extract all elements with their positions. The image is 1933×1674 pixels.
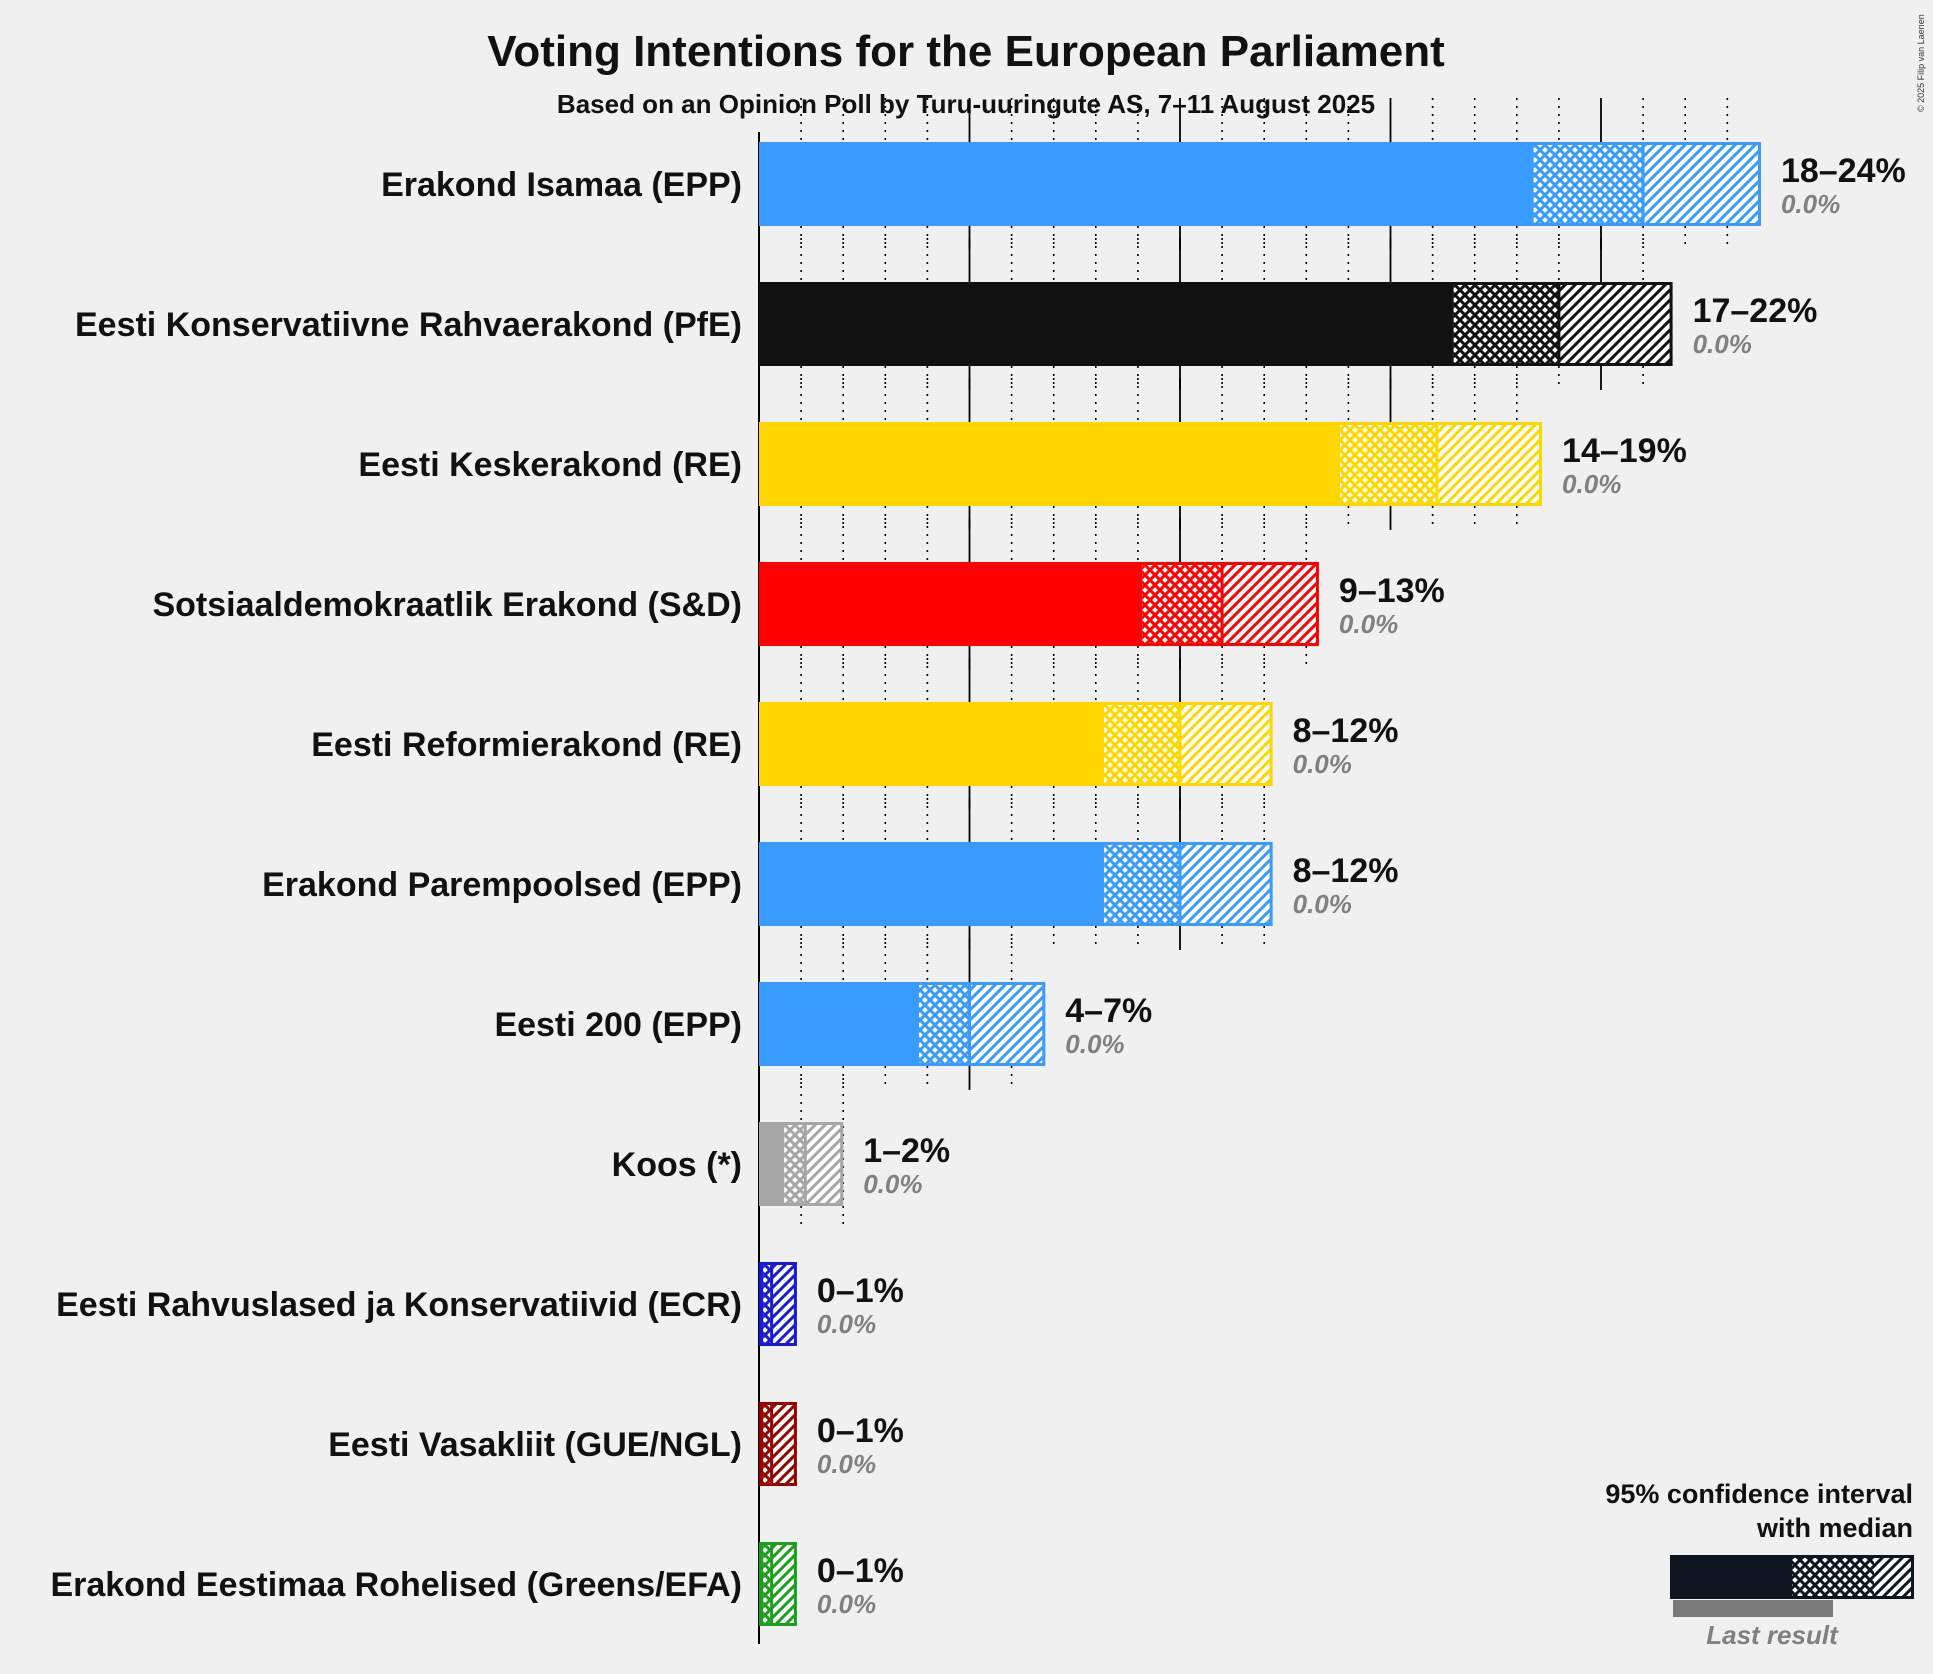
- party-row: Eesti Vasakliit (GUE/NGL) 0–1%0.0%: [328, 1402, 904, 1486]
- range-label: 8–12%: [1293, 712, 1399, 750]
- legend-line-1: 95% confidence interval: [1605, 1479, 1913, 1509]
- bar-ci-lower: [784, 1122, 806, 1206]
- last-result-label: 0.0%: [1693, 329, 1752, 359]
- bar-solid: [759, 702, 1105, 786]
- bar-ci-upper: [1436, 422, 1543, 506]
- bar-ci-lower: [1339, 422, 1437, 506]
- last-result-label: 0.0%: [817, 1589, 876, 1619]
- bar-ci-upper: [1180, 702, 1273, 786]
- range-label: 17–22%: [1693, 292, 1818, 330]
- bar-solid: [759, 842, 1105, 926]
- legend-last-result-bar: [1673, 1600, 1833, 1617]
- party-label: Erakond Parempoolsed (EPP): [262, 866, 742, 904]
- bar-outline: [759, 1122, 844, 1206]
- bar-ci-upper: [771, 1262, 797, 1346]
- bar-ci-upper: [805, 1122, 844, 1206]
- legend-ci-upper: [1874, 1555, 1914, 1599]
- party-row: Eesti Keskerakond (RE) 14–19%0.0%: [358, 422, 1687, 506]
- party-label: Eesti 200 (EPP): [494, 1006, 742, 1044]
- bar-ci-lower: [763, 1262, 772, 1346]
- range-label: 9–13%: [1339, 572, 1445, 610]
- bar-ci-upper: [771, 1402, 797, 1486]
- range-label: 14–19%: [1562, 432, 1687, 470]
- bar-outline: [759, 982, 1046, 1066]
- last-result-label: 0.0%: [1293, 749, 1352, 779]
- chart-title: Voting Intentions for the European Parli…: [487, 27, 1445, 76]
- legend-outline: [1670, 1555, 1914, 1599]
- range-label: 4–7%: [1065, 992, 1152, 1030]
- last-result-label: 0.0%: [863, 1169, 922, 1199]
- bar-solid: [759, 1122, 785, 1206]
- last-result-label: 0.0%: [1293, 889, 1352, 919]
- bar-ci-lower: [1533, 142, 1644, 226]
- party-label: Erakond Isamaa (EPP): [381, 166, 742, 204]
- party-row: Eesti Rahvuslased ja Konservatiivid (ECR…: [56, 1262, 904, 1346]
- legend-last-result-label: Last result: [1706, 1620, 1839, 1650]
- party-label: Eesti Rahvuslased ja Konservatiivid (ECR…: [56, 1286, 742, 1324]
- last-result-label: 0.0%: [817, 1449, 876, 1479]
- copyright-notice: © 2025 Filip van Laenen: [1916, 14, 1926, 112]
- party-row: Eesti Reformierakond (RE) 8–12%0.0%: [311, 702, 1398, 786]
- bar-ci-upper: [1180, 842, 1273, 926]
- party-row: Erakond Eestimaa Rohelised (Greens/EFA) 0…: [50, 1542, 904, 1626]
- range-label: 18–24%: [1781, 152, 1906, 190]
- party-row: Erakond Isamaa (EPP) 18–24%0.0%: [381, 142, 1906, 226]
- last-result-label: 0.0%: [1562, 469, 1621, 499]
- bar-outline: [759, 422, 1543, 506]
- bar-outline: [759, 1402, 797, 1486]
- bar-ci-lower: [1104, 842, 1180, 926]
- bar-ci-upper: [771, 1542, 797, 1626]
- party-row: Eesti Konservatiivne Rahvaerakond (PfE) 1…: [75, 282, 1817, 366]
- party-row: Eesti 200 (EPP) 4–7%0.0%: [494, 982, 1152, 1066]
- range-label: 0–1%: [817, 1552, 904, 1590]
- bar-outline: [759, 142, 1761, 226]
- bar-outline: [759, 702, 1273, 786]
- bar-solid: [759, 282, 1454, 366]
- bar-ci-lower: [763, 1402, 772, 1486]
- bar-ci-lower: [1453, 282, 1559, 366]
- party-label: Sotsiaaldemokraatlik Erakond (S&D): [152, 586, 742, 624]
- party-label: Eesti Vasakliit (GUE/NGL): [328, 1426, 742, 1464]
- bar-outline: [759, 562, 1319, 646]
- range-label: 8–12%: [1293, 852, 1399, 890]
- party-label: Erakond Eestimaa Rohelised (Greens/EFA): [50, 1566, 742, 1604]
- party-row: Erakond Parempoolsed (EPP) 8–12%0.0%: [262, 842, 1398, 926]
- bar-ci-upper: [1222, 562, 1319, 646]
- bar-ci-upper: [1643, 142, 1761, 226]
- party-row: Koos (*) 1–2%0.0%: [612, 1122, 950, 1206]
- bar-ci-lower: [763, 1542, 772, 1626]
- party-row: Sotsiaaldemokraatlik Erakond (S&D) 9–13%0…: [152, 562, 1445, 646]
- bar-outline: [759, 282, 1673, 366]
- bar-ci-upper: [1558, 282, 1673, 366]
- chart-subtitle: Based on an Opinion Poll by Turu-uuringu…: [557, 89, 1375, 119]
- bar-solid: [759, 142, 1534, 226]
- bars-group: Erakond Isamaa (EPP) 18–24%0.0%Eesti Kons…: [50, 142, 1906, 1626]
- bar-ci-lower: [918, 982, 970, 1066]
- legend-ci-lower: [1792, 1555, 1874, 1599]
- last-result-label: 0.0%: [1781, 189, 1840, 219]
- bar-solid: [759, 982, 919, 1066]
- last-result-label: 0.0%: [1339, 609, 1398, 639]
- range-label: 0–1%: [817, 1412, 904, 1450]
- range-label: 1–2%: [863, 1132, 950, 1170]
- legend-line-2: with median: [1756, 1513, 1913, 1543]
- bar-outline: [759, 1262, 797, 1346]
- bar-outline: [759, 842, 1273, 926]
- party-label: Eesti Konservatiivne Rahvaerakond (PfE): [75, 306, 742, 344]
- legend-solid: [1670, 1555, 1792, 1599]
- legend: 95% confidence interval with median Last…: [1605, 1479, 1914, 1650]
- bar-ci-lower: [1142, 562, 1223, 646]
- bar-solid: [759, 422, 1340, 506]
- party-label: Koos (*): [612, 1146, 742, 1184]
- last-result-label: 0.0%: [1065, 1029, 1124, 1059]
- bar-outline: [759, 1542, 797, 1626]
- party-label: Eesti Keskerakond (RE): [358, 446, 742, 484]
- bar-ci-upper: [969, 982, 1046, 1066]
- bar-ci-lower: [1104, 702, 1180, 786]
- range-label: 0–1%: [817, 1272, 904, 1310]
- party-label: Eesti Reformierakond (RE): [311, 726, 742, 764]
- last-result-label: 0.0%: [817, 1309, 876, 1339]
- bar-solid: [759, 562, 1143, 646]
